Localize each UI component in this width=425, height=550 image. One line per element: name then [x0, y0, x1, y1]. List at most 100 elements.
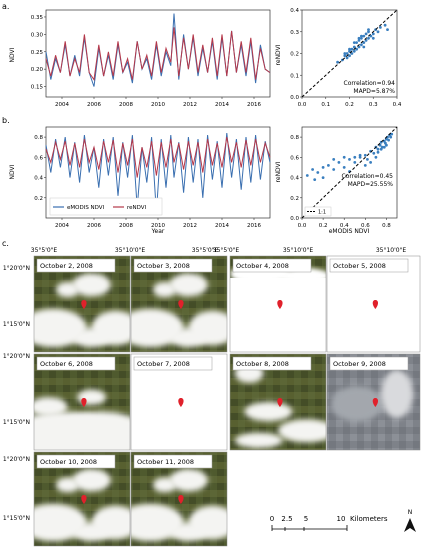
rendvi-series-line — [45, 137, 271, 178]
scatter-point — [348, 47, 351, 51]
scatter-point — [305, 174, 309, 177]
date-label-box — [232, 258, 312, 273]
tsB-ytick-label: 0.4 — [34, 176, 43, 182]
date-label: October 9, 2008 — [333, 360, 386, 368]
scatter-point — [353, 161, 357, 164]
scA-xtick-label: 0.4 — [393, 102, 402, 108]
scatter-point — [362, 34, 366, 38]
panel-b-ylabel: NDVI — [9, 164, 16, 179]
rendvi-series-line — [45, 27, 271, 81]
scatter-point — [362, 45, 366, 49]
scatter-point — [348, 158, 351, 161]
lon-label-5: 35°5'0"E — [213, 247, 240, 254]
lat-label-3: 1°20'0"N — [3, 353, 30, 360]
scatter-point — [385, 143, 388, 147]
tsB-xtick-label: 2008 — [119, 223, 133, 229]
panel-a-label: a. — [2, 2, 9, 11]
scatter-point — [352, 41, 356, 44]
date-label: October 5, 2008 — [333, 262, 386, 270]
panel-b-scatter-ylabel: reNDVI — [275, 161, 282, 182]
date-label-box — [232, 356, 312, 371]
legend-label-emodis: eMODIS NDVI — [67, 205, 105, 211]
scatter-point — [371, 32, 375, 36]
panel-a-scatter-ylabel: reNDVI — [275, 44, 282, 65]
lat-label-2: 1°15'0"N — [3, 321, 30, 328]
tsA-xtick-label: 2014 — [215, 102, 229, 108]
date-label-box — [36, 454, 116, 469]
scatter-point — [367, 28, 370, 31]
scatter-point — [389, 135, 393, 139]
scA-ytick-label: 0.4 — [290, 8, 299, 14]
scatter-point — [376, 147, 380, 151]
map-tile: October 11, 2008 — [130, 451, 228, 547]
scatter-point — [332, 168, 336, 171]
scatter-point — [376, 150, 380, 154]
scatter-point — [382, 145, 386, 149]
tsB-xtick-label: 2014 — [215, 223, 229, 229]
location-marker-icon — [372, 300, 378, 309]
scatter-point — [332, 158, 336, 161]
date-label-box — [133, 454, 213, 469]
panel-b-scatter: 0.0 0.2 0.4 0.6 0.8 0.0 0.2 0.4 0.6 0.8 — [290, 126, 398, 229]
map-tile: October 8, 2008 — [229, 353, 327, 451]
lon-label-3: 35°5'0"E — [192, 247, 219, 254]
tsB-xtick-label: 2010 — [151, 223, 165, 229]
panel-a-scatter: 0.0 0.1 0.2 0.3 0.4 0.0 0.1 0.2 0.3 0.4 — [290, 8, 402, 108]
location-marker-icon — [372, 398, 378, 407]
scA-ytick-label: 0.1 — [290, 73, 299, 79]
lat-label-4: 1°15'0"N — [3, 419, 30, 426]
scatter-point — [386, 28, 389, 31]
panel-a-one-to-one-line — [301, 9, 398, 98]
scA-ytick-label: 0.3 — [290, 30, 299, 36]
lon-label-1: 35°5'0"E — [31, 247, 58, 254]
scB-ytick-label: 0.0 — [290, 216, 299, 222]
date-label: October 2, 2008 — [40, 262, 93, 270]
scB-ytick-label: 0.4 — [290, 176, 299, 182]
date-label-box — [36, 356, 116, 371]
scale-tick-5: 5 — [304, 515, 308, 523]
scatter-point — [353, 155, 357, 159]
panel-a-ylabel: NDVI — [9, 47, 16, 62]
tsA-ytick-label: 0.20 — [31, 67, 44, 73]
scB-ytick-label: 0.6 — [290, 155, 299, 161]
date-label: October 4, 2008 — [236, 262, 289, 270]
north-arrow-icon: N — [404, 509, 416, 532]
scA-xtick-label: 0.1 — [321, 102, 330, 108]
date-label-box — [133, 356, 213, 371]
tsA-xtick-label: 2004 — [55, 102, 69, 108]
scatter-point — [372, 151, 376, 155]
scatter-point — [357, 45, 361, 49]
scB-xtick-label: 0.4 — [340, 223, 349, 229]
date-label-box — [36, 258, 116, 273]
scatter-point — [379, 147, 383, 151]
tsB-xtick-label: 2006 — [87, 223, 101, 229]
panel-a-correlation: Correlation=0.94 — [344, 80, 396, 87]
scatter-point — [369, 161, 372, 164]
scatter-point — [352, 49, 356, 53]
scA-xtick-label: 0.3 — [369, 102, 378, 108]
scatter-point — [360, 43, 363, 47]
tsB-ytick-label: 0.8 — [34, 135, 43, 141]
tsA-xtick-label: 2010 — [151, 102, 165, 108]
date-label: October 11, 2008 — [137, 458, 194, 466]
location-marker-icon — [81, 398, 87, 407]
scatter-point — [363, 164, 367, 167]
lon-label-4: 35°10'0"E — [283, 247, 313, 254]
scale-tick-0: 0 — [270, 515, 274, 523]
location-marker-icon — [178, 495, 184, 504]
north-label: N — [408, 509, 413, 516]
satellite-map-grid: October 2, 2008 October 3, 2008 October 4,… — [33, 255, 421, 547]
map-tile: October 5, 2008 — [326, 255, 421, 353]
scatter-point — [350, 52, 354, 55]
scB-ytick-label: 0.2 — [290, 196, 299, 202]
map-tile: October 4, 2008 — [229, 255, 327, 353]
panel-c-label: c. — [2, 239, 9, 248]
panel-a-timeseries: 0.15 0.20 0.25 0.30 0.35 2004 2006 2008 2010 2012… — [31, 9, 271, 108]
scatter-point — [337, 161, 341, 164]
location-marker-icon — [81, 300, 87, 309]
date-label: October 6, 2008 — [40, 360, 93, 368]
legend-label-rendvi: reNDVI — [127, 205, 147, 211]
panel-b-label: b. — [2, 116, 10, 125]
scatter-point — [387, 138, 390, 142]
panel-b-legend: eMODIS NDVI reNDVI — [49, 197, 163, 216]
